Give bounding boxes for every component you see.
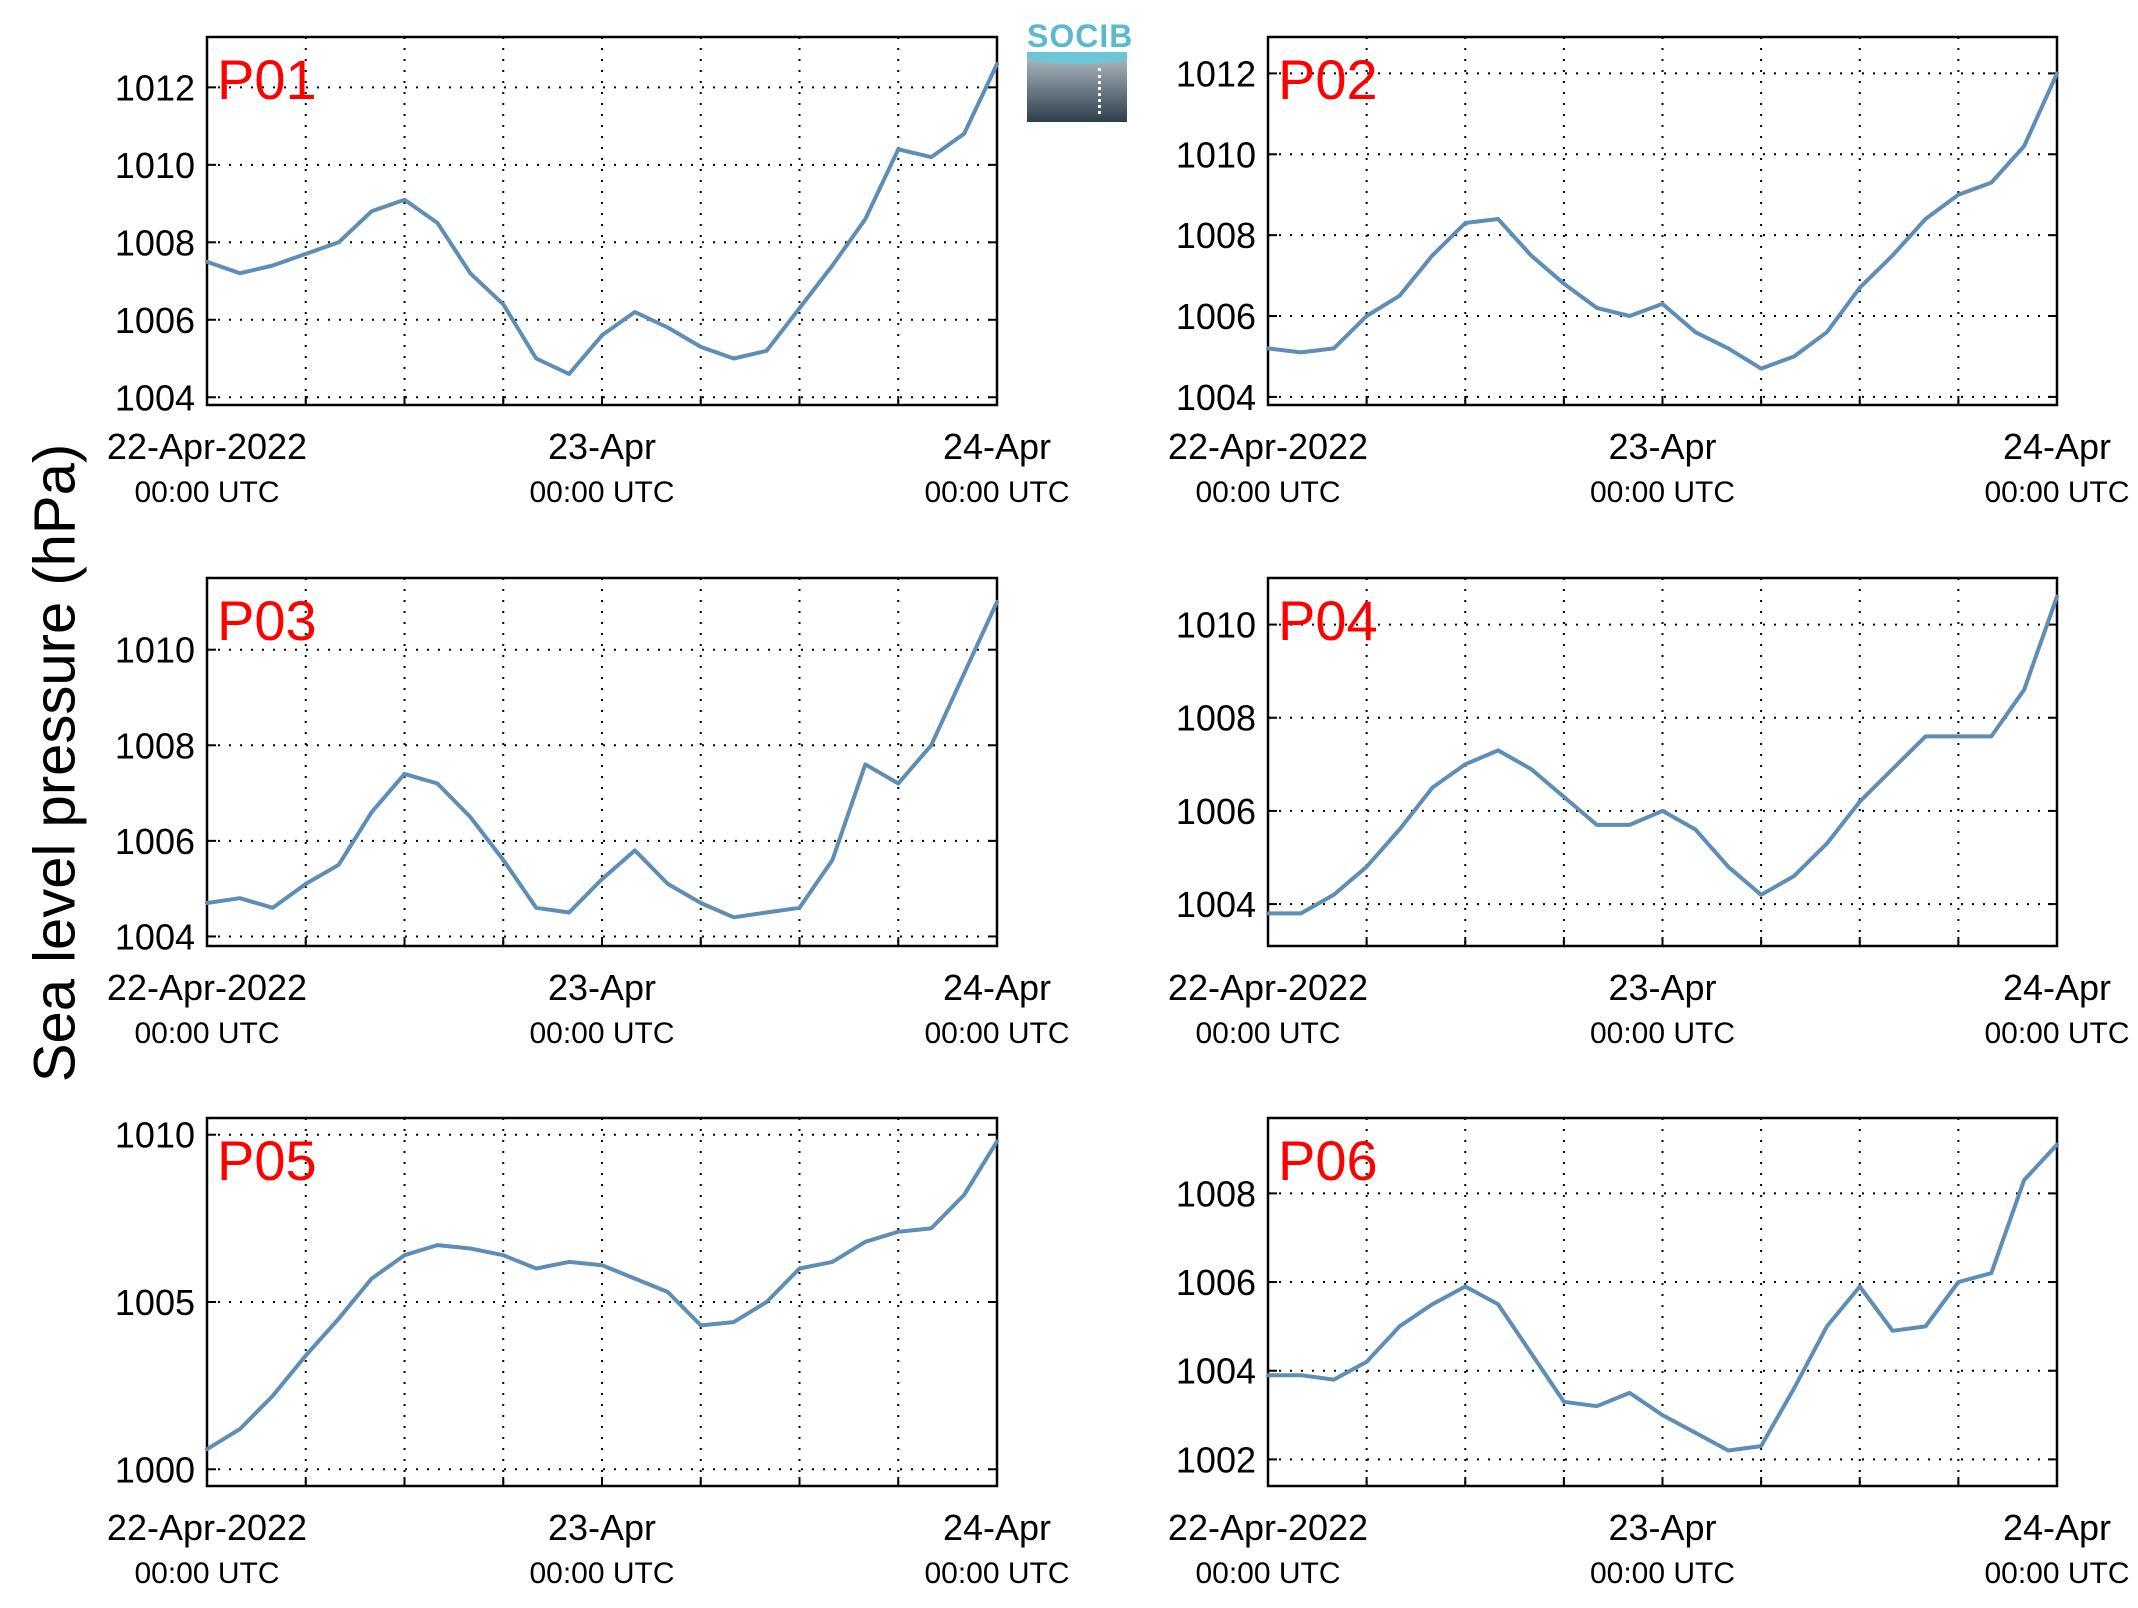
- x-tick-sublabel: 00:00 UTC: [134, 476, 279, 509]
- y-tick-label: 1004: [1176, 377, 1256, 418]
- y-tick-label: 1006: [1176, 296, 1256, 337]
- series-line: [1266, 594, 2059, 916]
- x-tick-sublabel: 00:00 UTC: [924, 1557, 1069, 1590]
- logo-gradient-box: [1027, 56, 1127, 122]
- y-tick-label: 1008: [1176, 698, 1256, 739]
- y-tick-label: 1006: [1176, 791, 1256, 832]
- y-axis-label: Sea level pressure (hPa): [22, 443, 88, 1083]
- x-tick-label: 22-Apr-2022: [107, 1507, 307, 1548]
- x-tick-sublabel: 00:00 UTC: [1195, 476, 1340, 509]
- y-tick-label: 1010: [1176, 134, 1256, 175]
- y-tick-label: 1008: [1176, 1173, 1256, 1214]
- x-tick-label: 22-Apr-2022: [107, 967, 307, 1008]
- logo-dotted-line: [1098, 68, 1101, 114]
- x-tick-label: 24-Apr: [2003, 967, 2111, 1008]
- panel-label: P03: [217, 589, 317, 652]
- x-tick-sublabel: 00:00 UTC: [529, 1557, 674, 1590]
- y-tick-label: 1008: [1176, 215, 1256, 256]
- x-tick-label: 22-Apr-2022: [107, 426, 307, 467]
- y-tick-label: 1005: [115, 1282, 195, 1323]
- y-tick-label: 1000: [115, 1449, 195, 1490]
- x-tick-sublabel: 00:00 UTC: [1195, 1017, 1340, 1050]
- y-tick-label: 1012: [1176, 53, 1256, 94]
- y-tick-label: 1010: [115, 630, 195, 671]
- series-line: [1266, 1142, 2059, 1453]
- x-tick-label: 24-Apr: [943, 967, 1051, 1008]
- plot-frame: [1266, 35, 2059, 407]
- x-tick-label: 22-Apr-2022: [1168, 1507, 1368, 1548]
- x-tick-label: 23-Apr: [1608, 1507, 1716, 1548]
- y-tick-label: 1010: [115, 145, 195, 186]
- x-tick-label: 24-Apr: [2003, 1507, 2111, 1548]
- panel-label: P06: [1278, 1129, 1378, 1192]
- panel-p03: 1004 1006 1008 1010 22-Apr-2022 00:00 UTC 23-A…: [107, 576, 1070, 1050]
- x-tick-sublabel: 00:00 UTC: [924, 476, 1069, 509]
- panel-p06: 1002 1004 1006 1008 22-Apr-2022 00:00 UTC 23-A…: [1168, 1116, 2130, 1590]
- y-tick-label: 1006: [115, 821, 195, 862]
- panel-label: P02: [1278, 48, 1378, 111]
- panel-label: P04: [1278, 589, 1378, 652]
- x-tick-sublabel: 00:00 UTC: [1984, 1557, 2129, 1590]
- y-tick-label: 1012: [115, 67, 195, 108]
- socib-logo: SOCIB: [1027, 18, 1134, 122]
- x-tick-sublabel: 00:00 UTC: [529, 1017, 674, 1050]
- plot-frame: [205, 576, 999, 948]
- y-tick-label: 1004: [115, 377, 195, 418]
- x-tick-sublabel: 00:00 UTC: [529, 476, 674, 509]
- x-tick-sublabel: 00:00 UTC: [1195, 1557, 1340, 1590]
- x-tick-label: 24-Apr: [943, 426, 1051, 467]
- series-line: [205, 1139, 999, 1452]
- x-tick-label: 24-Apr: [943, 1507, 1051, 1548]
- y-tick-label: 1008: [115, 222, 195, 263]
- panel-label: P05: [217, 1129, 317, 1192]
- y-tick-label: 1006: [1176, 1262, 1256, 1303]
- x-tick-label: 23-Apr: [548, 967, 656, 1008]
- x-tick-sublabel: 00:00 UTC: [1984, 476, 2129, 509]
- x-tick-sublabel: 00:00 UTC: [1590, 1017, 1735, 1050]
- series-line: [205, 62, 999, 376]
- panel-p02: 1004 1006 1008 1010 1012 22-Apr-2022 00:00 UTC…: [1168, 35, 2130, 509]
- panel-label: P01: [217, 48, 317, 111]
- y-tick-label: 1010: [1176, 605, 1256, 646]
- x-tick-sublabel: 00:00 UTC: [134, 1557, 279, 1590]
- logo-text: SOCIB: [1027, 18, 1134, 54]
- panel-p05: 1000 1005 1010 22-Apr-2022 00:00 UTC 23-Apr 00…: [107, 1115, 1070, 1590]
- y-tick-label: 1004: [115, 916, 195, 957]
- plot-frame: [205, 1116, 999, 1488]
- x-tick-label: 23-Apr: [548, 1507, 656, 1548]
- x-tick-sublabel: 00:00 UTC: [924, 1017, 1069, 1050]
- plot-frame: [205, 35, 999, 407]
- x-tick-sublabel: 00:00 UTC: [1984, 1017, 2129, 1050]
- y-tick-label: 1004: [1176, 884, 1256, 925]
- x-tick-label: 23-Apr: [548, 426, 656, 467]
- x-tick-label: 24-Apr: [2003, 426, 2111, 467]
- y-tick-label: 1004: [1176, 1351, 1256, 1392]
- series-line: [205, 599, 999, 920]
- y-tick-label: 1008: [115, 725, 195, 766]
- panel-p01: 1004 1006 1008 1010 1012 22-Apr-2022 00:00 UTC…: [107, 35, 1070, 509]
- plot-frame: [1266, 576, 2059, 948]
- x-tick-label: 23-Apr: [1608, 967, 1716, 1008]
- y-tick-label: 1010: [115, 1115, 195, 1156]
- panel-p04: 1004 1006 1008 1010 22-Apr-2022 00:00 UTC 23-A…: [1168, 576, 2130, 1050]
- series-line: [1266, 71, 2059, 371]
- y-tick-label: 1002: [1176, 1439, 1256, 1480]
- x-tick-sublabel: 00:00 UTC: [1590, 1557, 1735, 1590]
- x-tick-label: 22-Apr-2022: [1168, 967, 1368, 1008]
- y-tick-label: 1006: [115, 300, 195, 341]
- logo-wave: [1027, 52, 1127, 64]
- x-tick-label: 22-Apr-2022: [1168, 426, 1368, 467]
- x-tick-label: 23-Apr: [1608, 426, 1716, 467]
- x-tick-sublabel: 00:00 UTC: [1590, 476, 1735, 509]
- x-tick-sublabel: 00:00 UTC: [134, 1017, 279, 1050]
- plot-frame: [1266, 1116, 2059, 1488]
